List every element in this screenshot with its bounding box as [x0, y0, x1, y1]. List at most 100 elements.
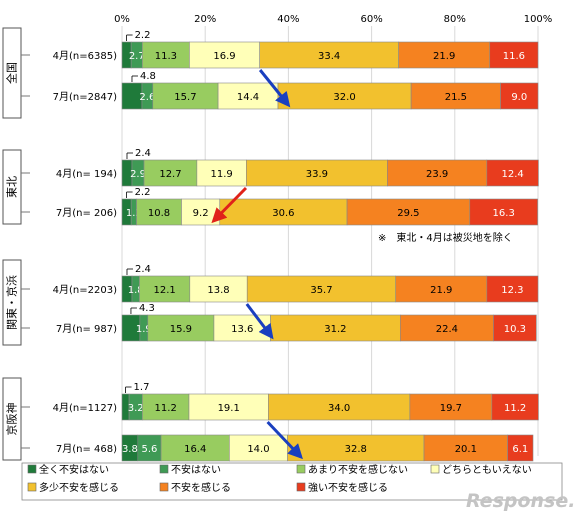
- legend-label: どちらともいえない: [442, 464, 532, 476]
- annotation-note: ※ 東北・4月は被災地を除く: [378, 231, 513, 244]
- bar-segment: [409, 393, 493, 421]
- data-label: 9.2: [193, 208, 209, 219]
- legend-swatch: [159, 464, 169, 474]
- legend-swatch: [430, 464, 440, 474]
- data-label: 10.3: [504, 324, 526, 335]
- data-label: 15.7: [174, 92, 196, 103]
- legend-swatch: [27, 482, 37, 492]
- bar-segment: [160, 434, 230, 462]
- trend-arrow: [258, 69, 291, 108]
- legend-label: 多少不安を感じる: [39, 481, 119, 494]
- trend-arrow: [245, 303, 274, 340]
- bar-segment: [387, 159, 488, 187]
- callout-label: 2.2: [135, 187, 151, 198]
- x-tick-label: 100%: [524, 14, 553, 25]
- group-frame: [2, 259, 22, 346]
- legend-label: 強い不安を感じる: [308, 481, 388, 494]
- bar-segment: [147, 314, 215, 342]
- bar-segment: [486, 159, 539, 187]
- data-label: 21.9: [433, 51, 455, 62]
- data-label: 29.5: [397, 208, 419, 219]
- bar-segment: [423, 434, 508, 462]
- data-label: 32.0: [333, 92, 355, 103]
- data-label: 15.9: [170, 324, 192, 335]
- data-label: 12.7: [159, 169, 181, 180]
- x-tick-label: 60%: [360, 14, 382, 25]
- data-label: 11.3: [155, 51, 177, 62]
- row-label: 7月(n=2847): [53, 91, 117, 103]
- data-label: 14.4: [237, 92, 259, 103]
- bar-segment: [486, 275, 539, 303]
- data-label: 13.8: [207, 285, 229, 296]
- bar-segment: [143, 159, 198, 187]
- data-label: 5.6: [142, 444, 158, 455]
- data-label: 12.3: [501, 285, 523, 296]
- bar-segment: [246, 159, 388, 187]
- trend-arrow: [266, 420, 303, 460]
- callout-label: 4.8: [140, 71, 156, 82]
- legend-swatch: [296, 482, 306, 492]
- trend-arrow: [211, 186, 248, 224]
- bar-segment: [346, 198, 471, 226]
- data-label: 19.7: [440, 403, 462, 414]
- group-label: 全国: [5, 62, 19, 84]
- bar-segment: [229, 434, 288, 462]
- data-label: 30.6: [272, 208, 294, 219]
- data-label: 1.9: [136, 324, 152, 335]
- bar-segment: [189, 41, 260, 69]
- bar-segment: [136, 198, 182, 226]
- x-tick-label: 20%: [194, 14, 216, 25]
- bar-segment: [491, 393, 539, 421]
- row-label: 4月(n=6385): [53, 50, 117, 62]
- data-label: 20.1: [455, 444, 477, 455]
- bar-segment: [188, 393, 269, 421]
- bars: 4月(n=6385) 2.7 11.3 16.9 33.4 21.9 11.6 2.2 7月(n…: [21, 30, 539, 462]
- data-label: 35.7: [310, 285, 332, 296]
- group-label: 京阪神: [5, 403, 19, 436]
- data-label: 1.3: [126, 208, 142, 219]
- legend-label: 不安はない: [171, 463, 221, 476]
- callout-label: 1.7: [134, 382, 150, 393]
- data-label: 10.8: [148, 208, 170, 219]
- data-label: 12.1: [154, 285, 176, 296]
- bar-segment: [398, 41, 491, 69]
- bar-segment: [152, 82, 219, 110]
- row-label: 7月(n= 987): [56, 323, 117, 335]
- row-label: 4月(n=2203): [53, 284, 117, 296]
- data-label: 31.2: [324, 324, 346, 335]
- bar-segment: [493, 314, 537, 342]
- row-label: 4月(n= 194): [56, 168, 117, 180]
- legend-label: 全く不安はない: [39, 463, 109, 476]
- data-label: 19.1: [218, 403, 240, 414]
- x-tick-label: 80%: [444, 14, 466, 25]
- data-label: 33.4: [318, 51, 340, 62]
- data-label: 3.2: [128, 403, 144, 414]
- data-label: 11.9: [210, 169, 232, 180]
- data-label: 6.1: [512, 444, 528, 455]
- data-label: 3.8: [122, 444, 138, 455]
- data-label: 2.6: [139, 92, 155, 103]
- data-label: 21.5: [445, 92, 467, 103]
- legend-box: [21, 462, 563, 501]
- legend-swatch: [27, 464, 37, 474]
- bar-segment: [489, 41, 539, 69]
- bar-segment: [217, 82, 279, 110]
- group-frame: [2, 27, 22, 119]
- x-tick-label: 40%: [277, 14, 299, 25]
- data-label: 9.0: [511, 92, 527, 103]
- group-frame: [2, 377, 22, 461]
- row-label: 4月(n=1127): [53, 402, 117, 414]
- data-label: 2.7: [129, 51, 145, 62]
- data-label: 12.4: [501, 169, 523, 180]
- data-label: 22.4: [436, 324, 458, 335]
- data-label: 11.2: [155, 403, 177, 414]
- callout-label: 2.4: [135, 264, 151, 275]
- bar-segment: [395, 275, 488, 303]
- legend-swatch: [296, 464, 306, 474]
- bar-segment: [139, 275, 191, 303]
- bar-segment: [469, 198, 538, 226]
- row-label: 7月(n= 206): [56, 207, 117, 219]
